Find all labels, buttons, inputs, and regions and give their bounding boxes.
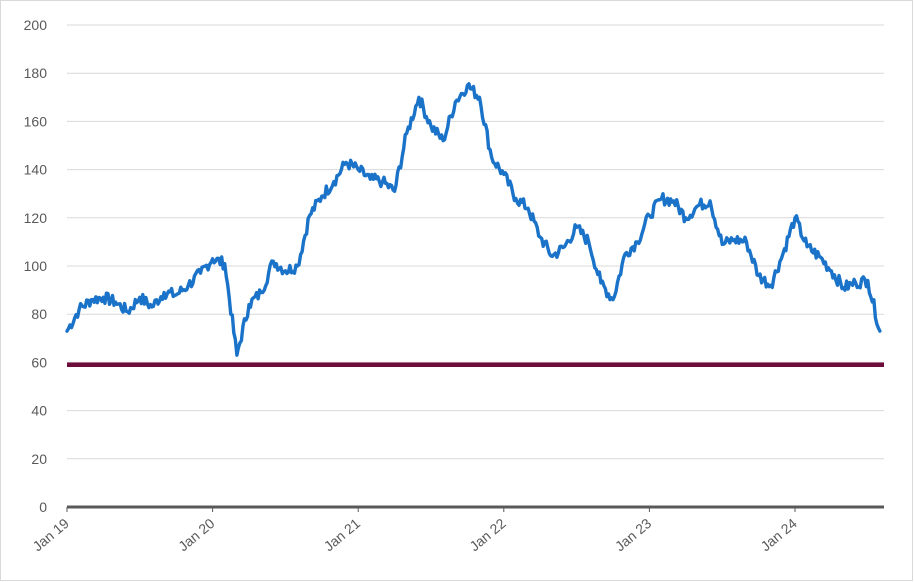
y-axis-ticks: 0 20 40 60 80 100 120 140 160 180 200 (24, 17, 48, 515)
x-tick-label: Jan 20 (175, 515, 218, 554)
series-line (65, 82, 882, 357)
y-tick-label: 40 (31, 403, 47, 419)
y-tick-label: 80 (31, 306, 47, 322)
y-tick-label: 200 (24, 17, 48, 33)
y-tick-label: 140 (24, 162, 48, 178)
y-tick-label: 0 (39, 499, 47, 515)
y-tick-label: 100 (24, 258, 48, 274)
x-tick-label: Jan 21 (321, 515, 364, 554)
series-lines (65, 82, 882, 357)
x-tick-label: Jan 19 (29, 515, 72, 554)
y-tick-label: 20 (31, 451, 47, 467)
y-tick-label: 160 (24, 113, 48, 129)
gridlines (67, 24, 884, 460)
y-tick-label: 120 (24, 210, 48, 226)
y-tick-label: 60 (31, 354, 47, 370)
y-tick-label: 180 (24, 65, 48, 81)
x-tick-label: Jan 22 (466, 515, 509, 554)
x-tick-label: Jan 23 (612, 515, 655, 554)
x-axis-ticks: Jan 19 Jan 20 Jan 21 Jan 22 Jan 23 Jan 24 (29, 507, 800, 554)
x-tick-label: Jan 24 (757, 515, 800, 554)
